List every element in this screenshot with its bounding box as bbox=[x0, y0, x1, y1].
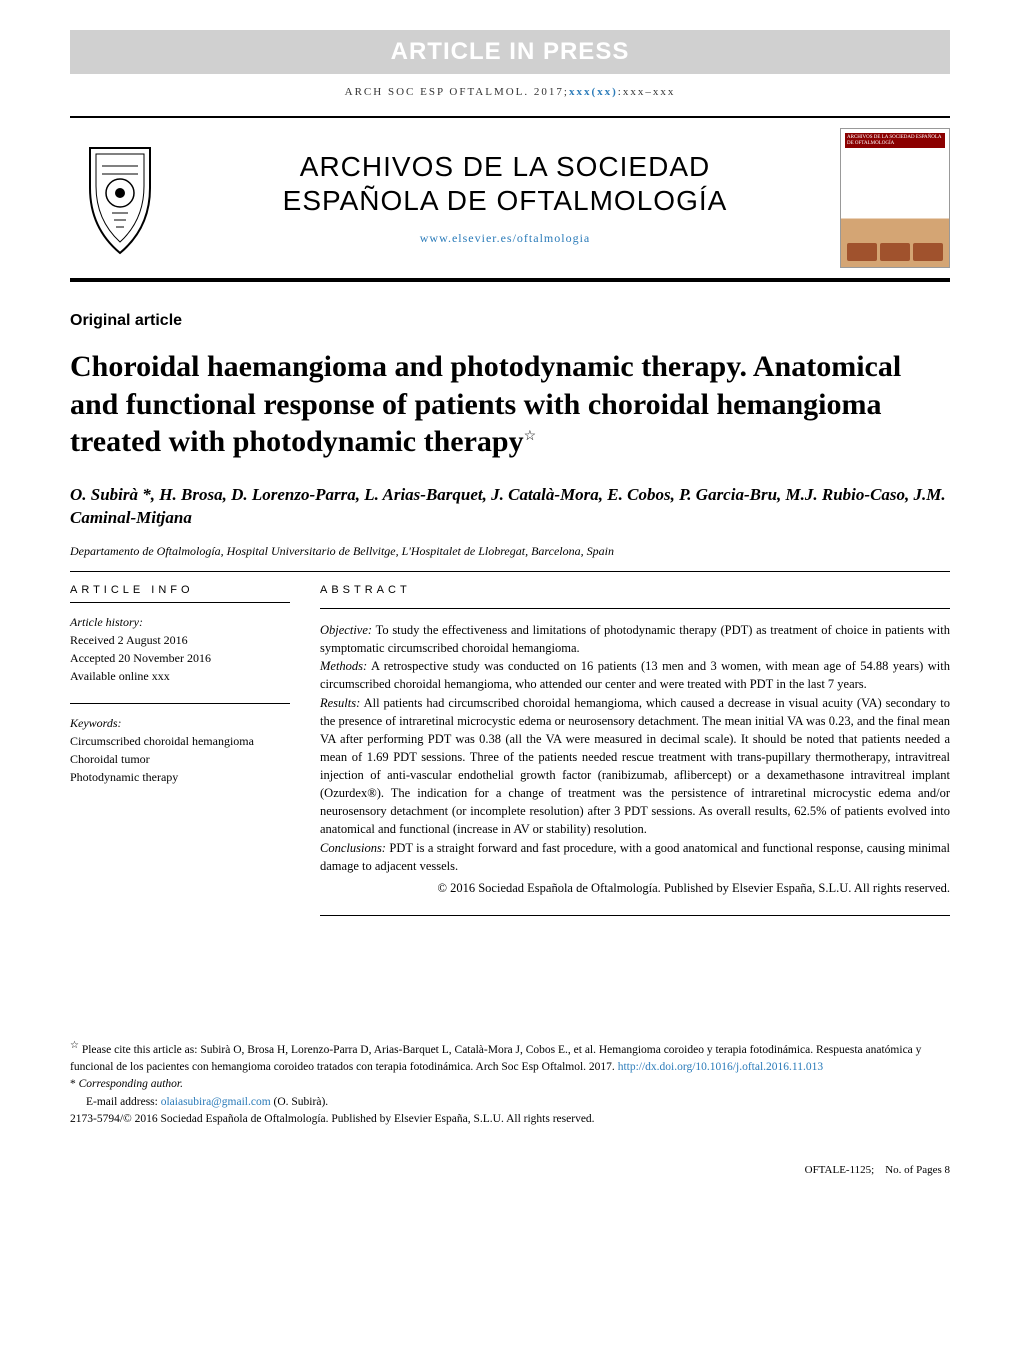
shield-logo-icon bbox=[80, 138, 160, 258]
article-history: Article history: Received 2 August 2016 … bbox=[70, 613, 290, 685]
journal-title-block: ARCHIVOS DE LA SOCIEDAD ESPAÑOLA DE OFTA… bbox=[190, 150, 820, 246]
abstract-body: Objective: To study the effectiveness an… bbox=[320, 621, 950, 875]
keyword: Circumscribed choroidal hemangioma bbox=[70, 732, 290, 750]
doi-link[interactable]: http://dx.doi.org/10.1016/j.oftal.2016.1… bbox=[618, 1061, 823, 1073]
email-label: E-mail address: bbox=[86, 1096, 158, 1108]
keyword: Choroidal tumor bbox=[70, 750, 290, 768]
cover-header-text: ARCHIVOS DE LA SOCIEDAD ESPAÑOLA DE OFTA… bbox=[845, 133, 945, 148]
info-abstract-row: ARTICLE INFO Article history: Received 2… bbox=[70, 584, 950, 928]
article-info-heading: ARTICLE INFO bbox=[70, 584, 290, 596]
divider bbox=[70, 571, 950, 572]
article-type: Original article bbox=[70, 312, 950, 330]
keyword: Photodynamic therapy bbox=[70, 768, 290, 786]
footnotes: ☆ Please cite this article as: Subirà O,… bbox=[70, 1038, 950, 1128]
journal-title-line2: ESPAÑOLA DE OFTALMOLOGÍA bbox=[283, 185, 728, 216]
citation-footnote: ☆ Please cite this article as: Subirà O,… bbox=[70, 1038, 950, 1076]
corresponding-author-footnote: * Corresponding author. bbox=[70, 1076, 950, 1093]
title-footnote-symbol: ☆ bbox=[524, 429, 537, 444]
divider bbox=[320, 915, 950, 916]
abstract-heading: ABSTRACT bbox=[320, 584, 950, 596]
society-logo bbox=[70, 133, 170, 263]
methods-text: A retrospective study was conducted on 1… bbox=[320, 659, 950, 691]
affiliation: Departamento de Oftalmología, Hospital U… bbox=[70, 544, 950, 559]
authors-list: O. Subirà *, H. Brosa, D. Lorenzo-Parra,… bbox=[70, 483, 950, 531]
article-title: Choroidal haemangioma and photodynamic t… bbox=[70, 348, 950, 461]
conclusions-text: PDT is a straight forward and fast proce… bbox=[320, 841, 950, 873]
abstract-column: ABSTRACT Objective: To study the effecti… bbox=[320, 584, 950, 928]
journal-cover-thumbnail: ARCHIVOS DE LA SOCIEDAD ESPAÑOLA DE OFTA… bbox=[840, 128, 950, 268]
page-footer: OFTALE-1125; No. of Pages 8 bbox=[70, 1164, 950, 1176]
keywords-block: Keywords: Circumscribed choroidal hemang… bbox=[70, 714, 290, 786]
history-label: Article history: bbox=[70, 613, 290, 631]
journal-ref-suffix: :xxx–xxx bbox=[618, 86, 676, 98]
methods-label: Methods: bbox=[320, 659, 367, 673]
journal-title: ARCHIVOS DE LA SOCIEDAD ESPAÑOLA DE OFTA… bbox=[190, 150, 820, 217]
received-date: Received 2 August 2016 bbox=[70, 631, 290, 649]
email-footnote: E-mail address: olaiasubira@gmail.com (O… bbox=[70, 1094, 950, 1111]
issn-copyright-line: 2173-5794/© 2016 Sociedad Española de Of… bbox=[70, 1111, 950, 1128]
corr-label: Corresponding author. bbox=[79, 1078, 183, 1090]
article-title-text: Choroidal haemangioma and photodynamic t… bbox=[70, 350, 901, 458]
article-code: OFTALE-1125; bbox=[805, 1164, 875, 1176]
journal-url-link[interactable]: www.elsevier.es/oftalmologia bbox=[190, 231, 820, 246]
accepted-date: Accepted 20 November 2016 bbox=[70, 649, 290, 667]
objective-label: Objective: bbox=[320, 623, 372, 637]
divider bbox=[70, 703, 290, 704]
results-text: All patients had circumscribed choroidal… bbox=[320, 696, 950, 837]
abstract-copyright: © 2016 Sociedad Española de Oftalmología… bbox=[320, 879, 950, 897]
online-date: Available online xxx bbox=[70, 667, 290, 685]
divider bbox=[320, 608, 950, 609]
objective-text: To study the effectiveness and limitatio… bbox=[320, 623, 950, 655]
cite-symbol: ☆ bbox=[70, 1040, 79, 1051]
journal-header: ARCHIVOS DE LA SOCIEDAD ESPAÑOLA DE OFTA… bbox=[70, 116, 950, 282]
corr-symbol: * bbox=[70, 1078, 76, 1090]
conclusions-label: Conclusions: bbox=[320, 841, 386, 855]
email-link[interactable]: olaiasubira@gmail.com bbox=[161, 1096, 271, 1108]
cover-mini-images bbox=[847, 243, 943, 261]
journal-ref-issue: xxx(xx) bbox=[569, 86, 618, 98]
journal-title-line1: ARCHIVOS DE LA SOCIEDAD bbox=[300, 151, 710, 182]
article-in-press-banner: ARTICLE IN PRESS bbox=[70, 30, 950, 74]
results-label: Results: bbox=[320, 696, 360, 710]
keywords-label: Keywords: bbox=[70, 714, 290, 732]
journal-ref-prefix: ARCH SOC ESP OFTALMOL. 2017; bbox=[345, 86, 569, 98]
journal-reference: ARCH SOC ESP OFTALMOL. 2017;xxx(xx):xxx–… bbox=[70, 86, 950, 98]
email-person: (O. Subirà). bbox=[274, 1096, 329, 1108]
article-info-column: ARTICLE INFO Article history: Received 2… bbox=[70, 584, 290, 928]
divider bbox=[70, 602, 290, 603]
page-count: No. of Pages 8 bbox=[885, 1164, 950, 1176]
